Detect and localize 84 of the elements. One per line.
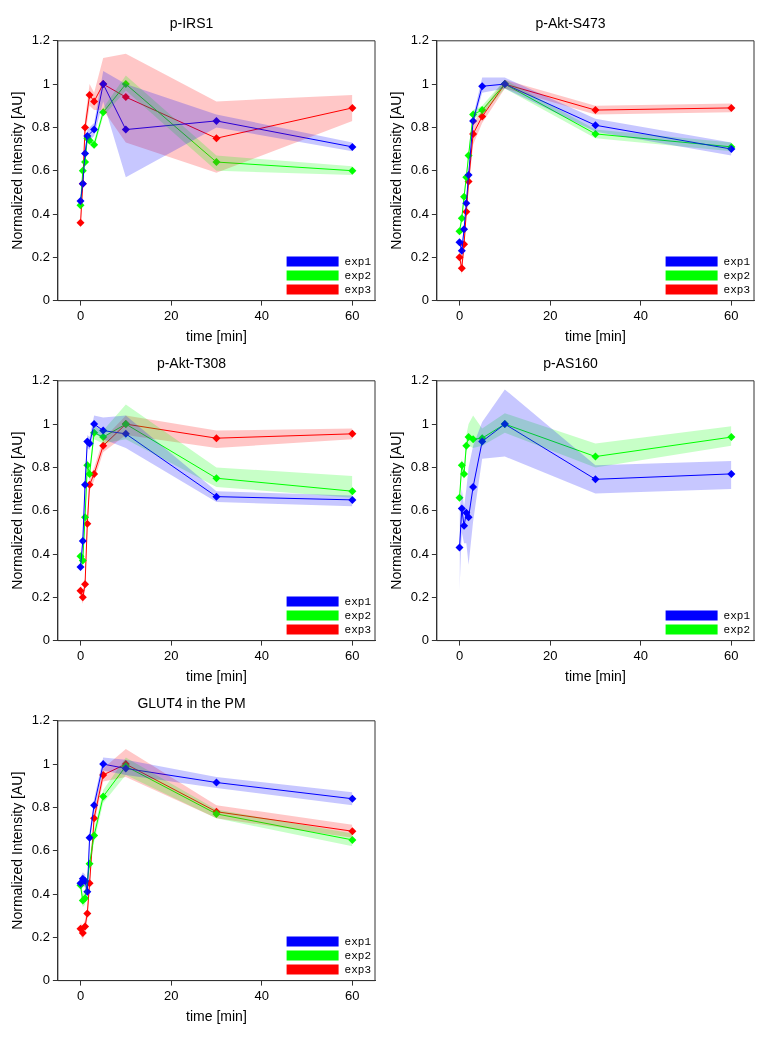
y-tick-label: 1 — [42, 415, 50, 431]
x-tick-label: 20 — [163, 307, 179, 323]
legend-label: exp2 — [723, 269, 750, 282]
legend-label: exp1 — [723, 255, 751, 268]
y-tick-label: 0.6 — [410, 162, 429, 178]
legend-label: exp3 — [344, 283, 371, 296]
x-tick-label: 0 — [76, 987, 85, 1003]
chart-title: p-Akt-T308 — [156, 355, 227, 372]
y-tick-label: 0.8 — [31, 458, 50, 474]
y-tick-label: 1 — [421, 415, 429, 431]
legend-label: exp3 — [723, 283, 750, 296]
y-tick-label: 0.4 — [410, 205, 429, 221]
x-tick-label: 40 — [633, 647, 648, 663]
y-tick-label: 0.6 — [31, 162, 50, 178]
y-tick-label: 1.2 — [31, 32, 50, 48]
y-tick-label: 0.6 — [31, 842, 50, 858]
y-tick-label: 1.2 — [410, 372, 429, 388]
y-axis-title: Normalized Intensity [AU] — [388, 431, 405, 590]
x-tick-label: 20 — [542, 647, 558, 663]
x-tick-label: 40 — [633, 307, 648, 323]
x-axis-title: time [min] — [186, 1008, 247, 1025]
chart-title: p-Akt-S473 — [535, 15, 606, 32]
x-axis-title: time [min] — [186, 328, 247, 345]
y-axis-title: Normalized Intensity [AU] — [9, 431, 26, 590]
x-tick-label: 20 — [163, 647, 179, 663]
legend-label: exp1 — [344, 255, 372, 268]
y-tick-label: 0.8 — [410, 118, 429, 134]
chart-title: GLUT4 in the PM — [137, 695, 246, 712]
y-tick-label: 0 — [42, 972, 50, 988]
x-tick-label: 60 — [345, 987, 360, 1003]
y-tick-label: 0 — [42, 292, 50, 308]
y-tick-label: 1 — [42, 755, 50, 771]
y-tick-label: 0.4 — [31, 885, 50, 901]
x-tick-label: 40 — [254, 987, 269, 1003]
y-axis-title: Normalized Intensity [AU] — [388, 91, 405, 250]
y-tick-label: 0.2 — [410, 248, 429, 264]
x-tick-label: 40 — [254, 307, 269, 323]
chart-title: p-IRS1 — [169, 15, 214, 32]
y-axis-title: Normalized Intensity [AU] — [9, 91, 26, 250]
x-tick-label: 0 — [455, 307, 464, 323]
y-tick-label: 0.8 — [31, 798, 50, 814]
y-tick-label: 0 — [42, 632, 50, 648]
legend-label: exp1 — [723, 609, 751, 622]
y-tick-label: 0.4 — [31, 205, 50, 221]
x-tick-label: 60 — [345, 307, 360, 323]
y-tick-label: 0.6 — [410, 502, 429, 518]
y-axis-title: Normalized Intensity [AU] — [9, 771, 26, 930]
y-tick-label: 1.2 — [410, 32, 429, 48]
y-tick-label: 0.2 — [31, 248, 50, 264]
y-tick-label: 1.2 — [31, 372, 50, 388]
y-tick-label: 0.4 — [31, 545, 50, 561]
x-tick-label: 20 — [163, 987, 179, 1003]
x-axis-title: time [min] — [186, 668, 247, 685]
x-tick-label: 40 — [254, 647, 269, 663]
y-tick-label: 0.4 — [410, 545, 429, 561]
y-tick-label: 0.2 — [410, 588, 429, 604]
y-tick-label: 0 — [421, 292, 429, 308]
x-tick-label: 60 — [724, 307, 739, 323]
y-tick-label: 1.2 — [31, 712, 50, 728]
y-tick-label: 0.2 — [31, 588, 50, 604]
legend-label: exp2 — [344, 949, 371, 962]
legend-label: exp2 — [344, 609, 371, 622]
x-tick-label: 0 — [76, 647, 85, 663]
x-axis-title: time [min] — [565, 668, 626, 685]
legend-label: exp3 — [344, 963, 371, 976]
x-tick-label: 0 — [76, 307, 85, 323]
x-tick-label: 20 — [542, 307, 558, 323]
y-tick-label: 0.8 — [410, 458, 429, 474]
legend-label: exp3 — [344, 623, 371, 636]
x-tick-label: 60 — [724, 647, 739, 663]
x-tick-label: 60 — [345, 647, 360, 663]
legend-label: exp1 — [344, 935, 372, 948]
y-tick-label: 1 — [42, 75, 50, 91]
legend-label: exp1 — [344, 595, 372, 608]
y-tick-label: 0 — [421, 632, 429, 648]
y-tick-label: 0.8 — [31, 118, 50, 134]
y-tick-label: 1 — [421, 75, 429, 91]
legend-label: exp2 — [344, 269, 371, 282]
x-tick-label: 0 — [455, 647, 464, 663]
y-tick-label: 0.6 — [31, 502, 50, 518]
legend-label: exp2 — [723, 623, 750, 636]
chart-title: p-AS160 — [543, 355, 598, 372]
y-tick-label: 0.2 — [31, 928, 50, 944]
x-axis-title: time [min] — [565, 328, 626, 345]
